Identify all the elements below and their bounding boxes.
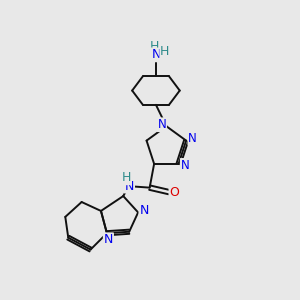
Text: H: H bbox=[160, 45, 170, 58]
Text: H: H bbox=[122, 171, 131, 184]
Text: N: N bbox=[140, 203, 149, 217]
Text: O: O bbox=[169, 186, 179, 199]
Text: N: N bbox=[181, 159, 190, 172]
Text: N: N bbox=[125, 180, 134, 193]
Text: N: N bbox=[104, 233, 113, 246]
Text: N: N bbox=[188, 132, 197, 145]
Text: N: N bbox=[151, 48, 160, 62]
Text: H: H bbox=[150, 40, 159, 53]
Text: N: N bbox=[158, 118, 166, 131]
